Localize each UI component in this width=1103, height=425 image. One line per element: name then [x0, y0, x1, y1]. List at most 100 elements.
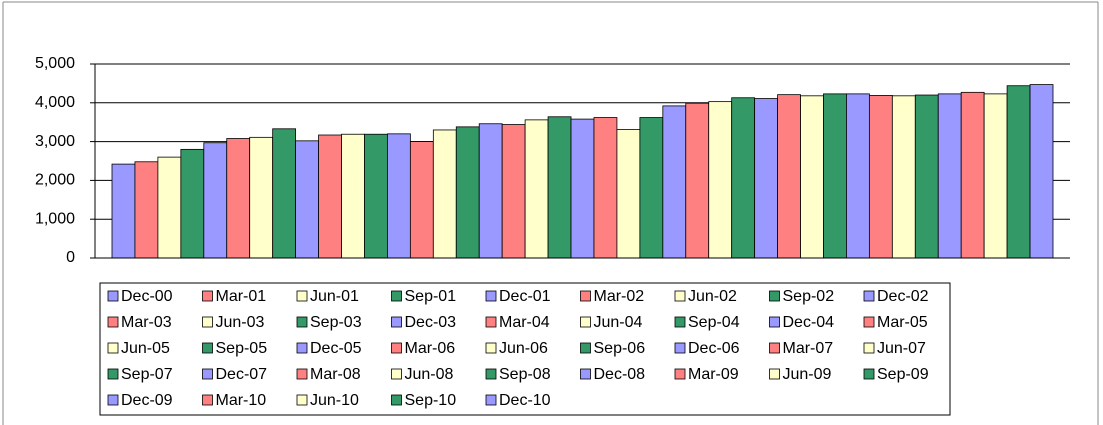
legend-label: Sep-09: [877, 366, 929, 383]
legend-swatch: [769, 290, 780, 302]
bar: [455, 126, 480, 259]
legend-label: Mar-03: [121, 314, 172, 331]
y-tick-label: 1,000: [35, 210, 75, 227]
legend-swatch: [296, 368, 308, 380]
bar: [226, 138, 251, 259]
y-tick-label: 2,000: [35, 172, 75, 189]
legend-label: Sep-05: [216, 340, 268, 357]
bar: [1029, 84, 1054, 259]
legend-label: Jun-10: [310, 392, 359, 409]
legend-swatch: [580, 290, 591, 302]
legend-label: Jun-05: [121, 340, 170, 357]
bar: [846, 93, 870, 259]
legend-label: Jun-09: [783, 366, 832, 383]
legend-label: Dec-10: [499, 392, 551, 409]
legend-swatch: [769, 368, 780, 380]
bar: [708, 101, 733, 259]
legend-label: Sep-04: [688, 314, 740, 331]
legend-swatch: [107, 290, 119, 302]
bar: [409, 141, 434, 259]
legend-swatch: [107, 316, 119, 328]
bar: [364, 133, 388, 259]
legend-swatch: [674, 342, 686, 354]
legend-swatch: [863, 290, 875, 302]
bar: [249, 136, 274, 259]
bar: [593, 117, 618, 259]
legend-swatch: [391, 342, 402, 354]
legend-label: Mar-08: [310, 366, 361, 383]
legend-label: Sep-03: [310, 314, 362, 331]
bar: [800, 95, 824, 259]
legend-swatch: [580, 342, 591, 354]
legend-swatch: [107, 342, 119, 354]
legend-swatch: [107, 394, 119, 406]
legend-swatch: [863, 342, 875, 354]
legend-box: [99, 282, 951, 416]
legend-swatch: [485, 316, 497, 328]
legend-swatch: [296, 342, 308, 354]
legend-label: Jun-04: [594, 314, 643, 331]
legend-swatch: [485, 368, 497, 380]
legend-label: Dec-03: [405, 314, 457, 331]
bar: [180, 148, 205, 259]
legend-swatch: [674, 368, 686, 380]
legend-swatch: [202, 290, 213, 302]
bar: [685, 102, 710, 259]
legend-swatch: [296, 290, 308, 302]
legend-label: Mar-07: [783, 340, 834, 357]
legend-swatch: [391, 316, 402, 328]
bar: [272, 128, 297, 259]
legend-label: Mar-06: [405, 340, 456, 357]
legend-swatch: [391, 368, 402, 380]
legend-label: Mar-02: [594, 288, 645, 305]
legend-label: Mar-09: [688, 366, 739, 383]
legend-label: Dec-06: [688, 340, 740, 357]
legend-label: Sep-08: [499, 366, 551, 383]
bar: [295, 140, 319, 259]
legend-label: Mar-05: [877, 314, 928, 331]
legend-swatch: [391, 394, 402, 406]
legend-label: Dec-08: [594, 366, 646, 383]
legend-label: Jun-03: [216, 314, 265, 331]
bar: [318, 134, 342, 259]
bar: [777, 94, 801, 259]
bar: [731, 97, 756, 259]
legend-label: Dec-04: [783, 314, 835, 331]
legend-swatch: [674, 316, 686, 328]
legend-label: Sep-02: [783, 288, 835, 305]
legend-label: Sep-01: [405, 288, 457, 305]
legend-label: Sep-10: [405, 392, 457, 409]
legend-label: Jun-01: [310, 288, 359, 305]
legend-swatch: [296, 316, 308, 328]
bar: [639, 117, 664, 259]
bar: [501, 124, 526, 259]
legend-swatch: [580, 316, 591, 328]
legend-swatch: [202, 394, 213, 406]
bar: [341, 133, 365, 259]
legend-swatch: [485, 394, 497, 406]
legend-swatch: [296, 394, 308, 406]
y-tick-label: 3,000: [35, 133, 75, 150]
legend-swatch: [863, 316, 875, 328]
bar: [662, 105, 687, 259]
legend-label: Dec-05: [310, 340, 362, 357]
bar: [891, 95, 916, 259]
bar: [111, 163, 136, 259]
legend-label: Jun-07: [877, 340, 926, 357]
legend-swatch: [674, 290, 686, 302]
bar: [914, 94, 939, 259]
bar: [937, 93, 962, 259]
bar: [754, 98, 778, 259]
legend-label: Sep-06: [594, 340, 646, 357]
legend-label: Mar-01: [216, 288, 267, 305]
legend-swatch: [391, 290, 402, 302]
legend-label: Dec-01: [499, 288, 551, 305]
legend-swatch: [769, 342, 780, 354]
bar: [203, 142, 228, 259]
legend-label: Dec-07: [216, 366, 268, 383]
legend-swatch: [485, 290, 497, 302]
legend-label: Mar-04: [499, 314, 550, 331]
legend-label: Dec-02: [877, 288, 929, 305]
bar: [157, 156, 182, 259]
